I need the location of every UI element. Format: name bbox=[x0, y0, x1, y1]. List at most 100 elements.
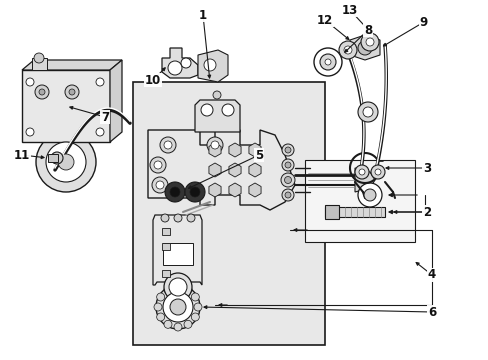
Circle shape bbox=[181, 58, 191, 68]
Text: 10: 10 bbox=[144, 73, 161, 86]
Circle shape bbox=[190, 187, 200, 197]
Text: 3: 3 bbox=[422, 162, 430, 175]
Bar bbox=[325, 207, 384, 217]
Text: 5: 5 bbox=[254, 149, 263, 162]
Circle shape bbox=[282, 189, 293, 201]
Circle shape bbox=[51, 152, 63, 164]
Text: 8: 8 bbox=[363, 23, 371, 36]
Circle shape bbox=[174, 283, 182, 291]
Circle shape bbox=[360, 33, 378, 51]
Circle shape bbox=[313, 48, 341, 76]
Circle shape bbox=[285, 162, 290, 168]
Circle shape bbox=[163, 292, 193, 322]
Circle shape bbox=[156, 313, 164, 321]
Polygon shape bbox=[248, 183, 261, 197]
Circle shape bbox=[163, 273, 192, 301]
Circle shape bbox=[284, 176, 291, 184]
Circle shape bbox=[160, 137, 176, 153]
Polygon shape bbox=[148, 130, 294, 210]
Circle shape bbox=[174, 323, 182, 331]
Polygon shape bbox=[248, 143, 261, 157]
Circle shape bbox=[201, 104, 213, 116]
Polygon shape bbox=[22, 60, 122, 70]
Circle shape bbox=[206, 137, 223, 153]
Circle shape bbox=[213, 91, 221, 99]
Circle shape bbox=[343, 46, 351, 54]
Polygon shape bbox=[153, 215, 202, 285]
Circle shape bbox=[183, 286, 192, 294]
Circle shape bbox=[194, 303, 202, 311]
Polygon shape bbox=[248, 163, 261, 177]
Circle shape bbox=[39, 89, 45, 95]
Polygon shape bbox=[354, 168, 374, 192]
Circle shape bbox=[203, 59, 216, 71]
Circle shape bbox=[58, 154, 74, 170]
Bar bbox=[32, 58, 47, 70]
Circle shape bbox=[69, 89, 75, 95]
Circle shape bbox=[191, 313, 199, 321]
Bar bbox=[305, 160, 414, 242]
Circle shape bbox=[357, 183, 381, 207]
Circle shape bbox=[163, 320, 172, 328]
Circle shape bbox=[285, 147, 290, 153]
Circle shape bbox=[163, 141, 172, 149]
Polygon shape bbox=[349, 35, 379, 60]
Polygon shape bbox=[208, 183, 221, 197]
Circle shape bbox=[191, 293, 199, 301]
Bar bbox=[162, 228, 170, 235]
Text: 11: 11 bbox=[14, 149, 30, 162]
Polygon shape bbox=[162, 48, 198, 78]
Circle shape bbox=[285, 192, 290, 198]
Polygon shape bbox=[228, 183, 241, 197]
Circle shape bbox=[210, 141, 219, 149]
Circle shape bbox=[374, 169, 380, 175]
Bar bbox=[325, 205, 338, 219]
Text: 7: 7 bbox=[101, 111, 109, 123]
Circle shape bbox=[370, 165, 384, 179]
Bar bbox=[163, 243, 193, 265]
Circle shape bbox=[183, 320, 192, 328]
Circle shape bbox=[96, 78, 104, 86]
Bar bbox=[48, 154, 58, 162]
Text: 9: 9 bbox=[419, 15, 427, 28]
Circle shape bbox=[354, 165, 368, 179]
Circle shape bbox=[282, 159, 293, 171]
Circle shape bbox=[186, 214, 195, 222]
Text: 2: 2 bbox=[422, 206, 430, 219]
Bar bbox=[133, 82, 325, 345]
Circle shape bbox=[170, 187, 180, 197]
Text: 12: 12 bbox=[316, 14, 332, 27]
Circle shape bbox=[169, 278, 186, 296]
Text: 6: 6 bbox=[427, 306, 435, 319]
Polygon shape bbox=[228, 163, 241, 177]
Circle shape bbox=[168, 61, 182, 75]
Polygon shape bbox=[110, 60, 122, 142]
Circle shape bbox=[46, 142, 86, 182]
Circle shape bbox=[65, 85, 79, 99]
Circle shape bbox=[163, 286, 172, 294]
Circle shape bbox=[184, 182, 204, 202]
Circle shape bbox=[156, 181, 163, 189]
Bar bbox=[22, 70, 110, 142]
Circle shape bbox=[156, 293, 164, 301]
Circle shape bbox=[164, 182, 184, 202]
Circle shape bbox=[358, 169, 364, 175]
Circle shape bbox=[357, 41, 371, 55]
Text: 13: 13 bbox=[341, 4, 357, 17]
Circle shape bbox=[26, 78, 34, 86]
Circle shape bbox=[36, 132, 96, 192]
Circle shape bbox=[282, 144, 293, 156]
Circle shape bbox=[154, 161, 162, 169]
Polygon shape bbox=[228, 143, 241, 157]
Polygon shape bbox=[208, 143, 221, 157]
Circle shape bbox=[34, 53, 44, 63]
Circle shape bbox=[174, 214, 182, 222]
Circle shape bbox=[362, 107, 372, 117]
Circle shape bbox=[325, 59, 330, 65]
Circle shape bbox=[365, 38, 373, 46]
Circle shape bbox=[35, 85, 49, 99]
Circle shape bbox=[281, 173, 294, 187]
Circle shape bbox=[357, 102, 377, 122]
Circle shape bbox=[96, 128, 104, 136]
Circle shape bbox=[152, 177, 168, 193]
